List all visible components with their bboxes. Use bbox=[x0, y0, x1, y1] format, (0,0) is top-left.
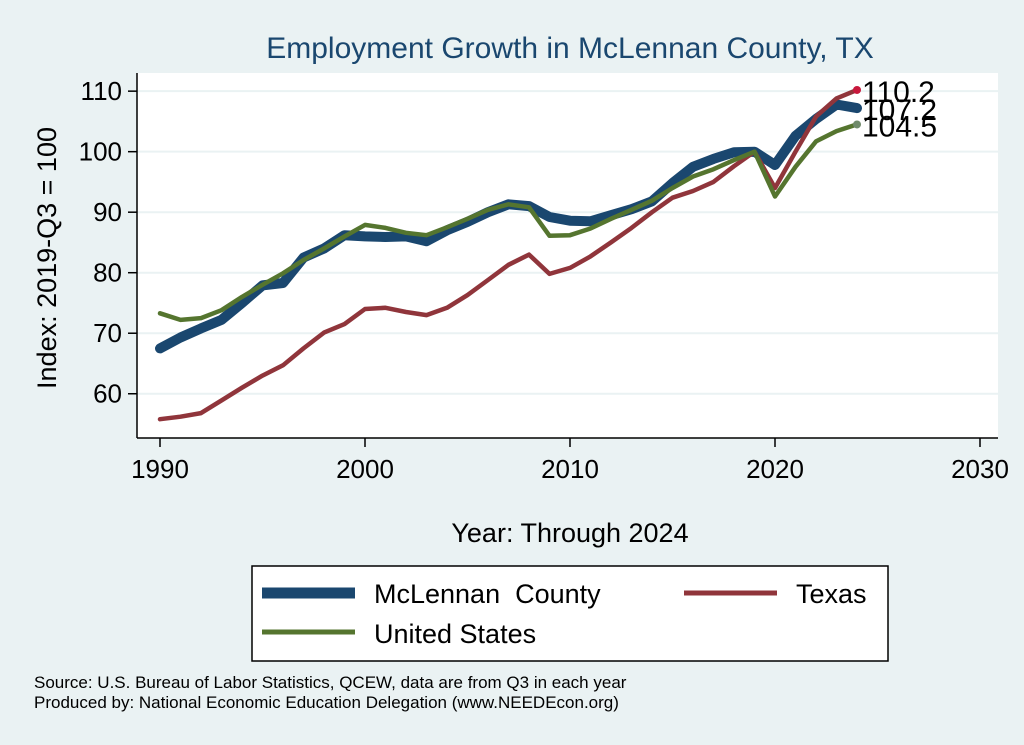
y-tick-label: 60 bbox=[93, 379, 122, 409]
y-tick-label: 90 bbox=[93, 197, 122, 227]
plot-area bbox=[137, 73, 998, 438]
legend-label-mclennan: McLennan County bbox=[374, 579, 601, 609]
legend-label-united-states: United States bbox=[374, 619, 536, 649]
y-tick-label: 70 bbox=[93, 318, 122, 348]
producer-note: Produced by: National Economic Education… bbox=[34, 693, 619, 712]
y-tick-label: 80 bbox=[93, 258, 122, 288]
end-value-label: 104.5 bbox=[862, 110, 937, 143]
legend-label-texas: Texas bbox=[796, 579, 867, 609]
end-marker-mclennan bbox=[853, 104, 861, 113]
legend-box bbox=[251, 565, 889, 662]
axes: 60 70 80 90 100 110 1990 2000 2010 2020 2030 bbox=[79, 73, 1009, 484]
x-tick-label: 1990 bbox=[131, 454, 189, 484]
legend: McLennan County Texas United States bbox=[251, 565, 889, 662]
x-tick-label: 2030 bbox=[951, 454, 1009, 484]
x-tick-label: 2020 bbox=[746, 454, 804, 484]
source-note: Source: U.S. Bureau of Labor Statistics,… bbox=[34, 673, 627, 692]
end-value-label: 110.2 bbox=[862, 76, 935, 109]
x-tick-label: 2010 bbox=[541, 454, 599, 484]
chart-title: Employment Growth in McLennan County, TX bbox=[266, 32, 874, 65]
end-value-label: 107.2 bbox=[862, 94, 937, 127]
series-lines bbox=[155, 87, 862, 422]
employment-growth-chart: 60 70 80 90 100 110 1990 2000 2010 2020 2030 110.2… bbox=[32, 32, 1009, 662]
x-tick-label: 2000 bbox=[336, 454, 394, 484]
series-line-united-states bbox=[157, 122, 860, 323]
series-line-texas bbox=[157, 87, 860, 422]
end-marker-united-states bbox=[853, 120, 861, 129]
x-axis-title: Year: Through 2024 bbox=[451, 518, 688, 548]
end-marker-texas bbox=[853, 85, 861, 94]
y-axis-title: Index: 2019-Q3 = 100 bbox=[32, 127, 62, 389]
y-tick-label: 110 bbox=[81, 76, 122, 106]
y-tick-label: 100 bbox=[79, 137, 122, 167]
